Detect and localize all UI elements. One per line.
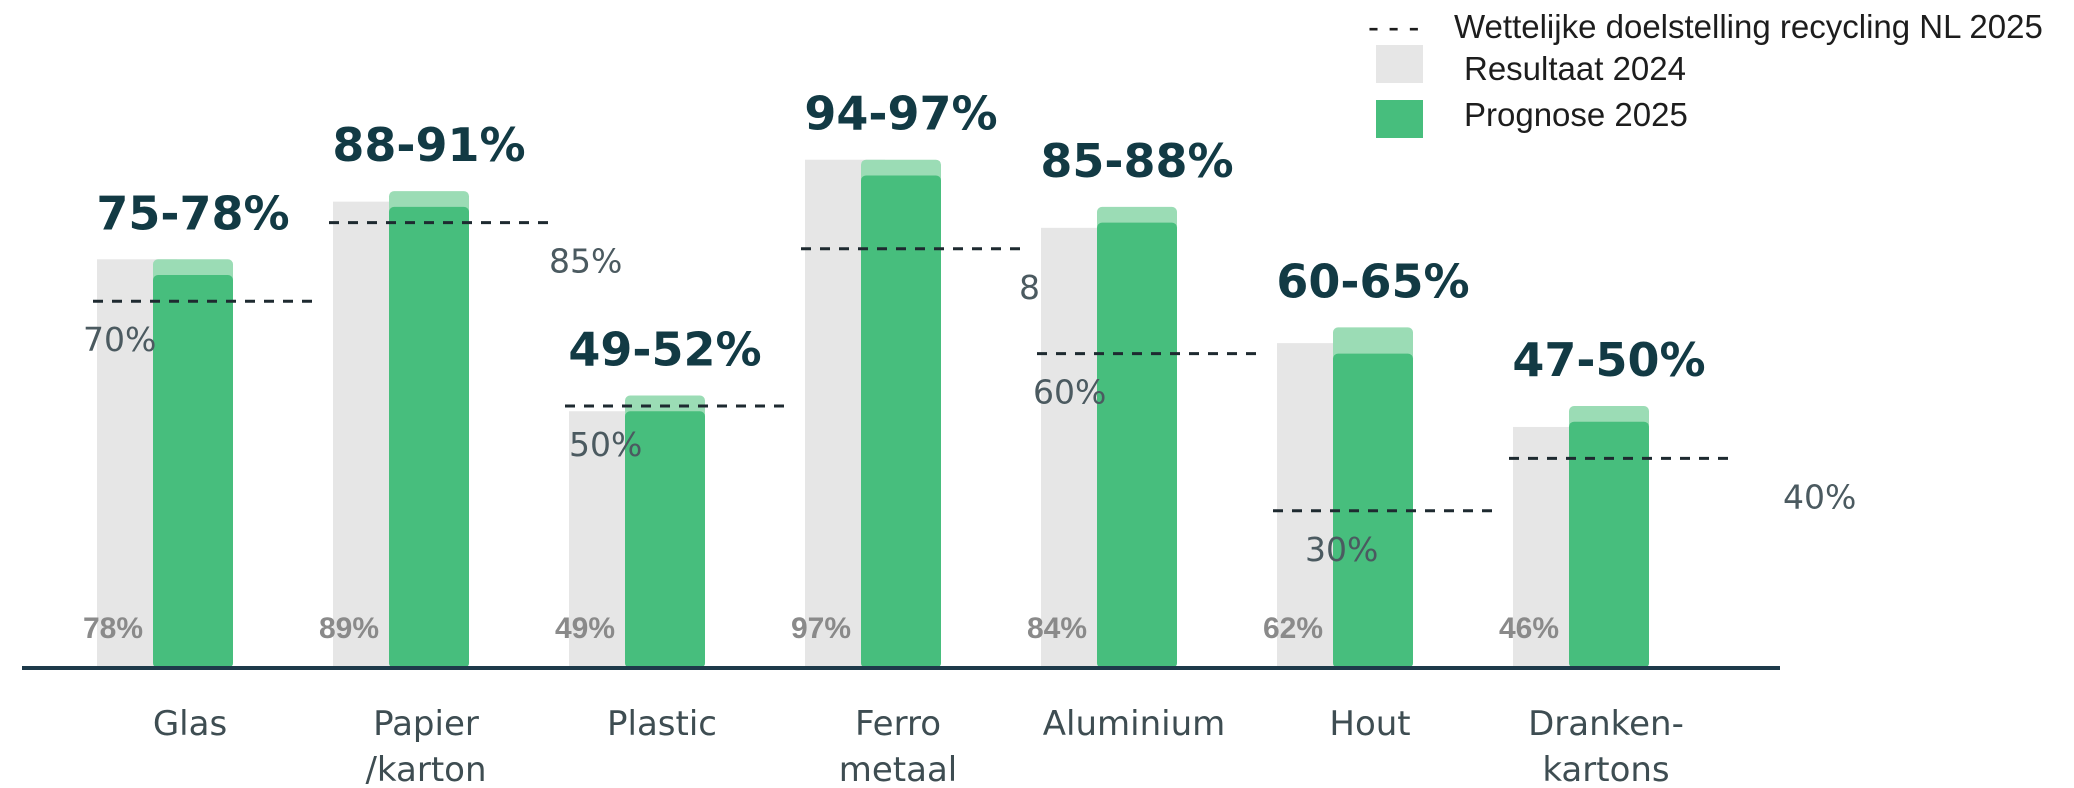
bar-prognose-2025-low-1 bbox=[389, 206, 469, 668]
category-label-6-1: kartons bbox=[1542, 750, 1669, 788]
base-value-label-1: 89% bbox=[319, 612, 379, 645]
target-label-1: 85% bbox=[549, 242, 622, 281]
category-label-5-0: Hout bbox=[1329, 704, 1410, 744]
range-label-6: 47-50% bbox=[1512, 333, 1705, 387]
base-value-label-0: 78% bbox=[83, 612, 143, 645]
bar-prognose-2025-low-2 bbox=[625, 411, 705, 668]
category-label-3-0: Ferro bbox=[855, 704, 941, 744]
bar-prognose-2025-low-0 bbox=[153, 275, 233, 668]
category-label-2-0: Plastic bbox=[607, 704, 717, 744]
category-label-1-0: Papier bbox=[373, 704, 479, 744]
target-label-0: 70% bbox=[83, 320, 156, 359]
target-label-2: 50% bbox=[569, 425, 642, 464]
range-label-1: 88-91% bbox=[332, 118, 525, 172]
base-value-label-3: 97% bbox=[791, 612, 851, 645]
category-label-4-0: Aluminium bbox=[1043, 704, 1225, 744]
target-label-4: 60% bbox=[1033, 373, 1106, 412]
legend-swatch-resultaat-2024 bbox=[1376, 45, 1423, 83]
legend-label-resultaat-2024: Resultaat 2024 bbox=[1464, 50, 1686, 87]
category-label-1-1: /karton bbox=[365, 750, 486, 788]
target-label-5: 30% bbox=[1305, 530, 1378, 569]
legend-label-prognose-2025: Prognose 2025 bbox=[1464, 96, 1688, 133]
base-value-label-5: 62% bbox=[1263, 612, 1323, 645]
category-label-6-0: Dranken- bbox=[1528, 704, 1684, 744]
bar-prognose-2025-low-6 bbox=[1569, 421, 1649, 668]
bar-prognose-2025-low-4 bbox=[1097, 222, 1177, 668]
category-label-0-0: Glas bbox=[153, 704, 227, 744]
range-label-3: 94-97% bbox=[804, 87, 997, 141]
legend-label-target: Wettelijke doelstelling recycling NL 202… bbox=[1454, 8, 2043, 45]
base-value-label-6: 46% bbox=[1499, 612, 1559, 645]
range-label-2: 49-52% bbox=[568, 323, 761, 377]
legend-swatch-prognose-2025 bbox=[1376, 100, 1423, 138]
base-value-label-4: 84% bbox=[1027, 612, 1087, 645]
range-label-4: 85-88% bbox=[1040, 134, 1233, 188]
target-label-6: 40% bbox=[1783, 477, 1856, 516]
range-label-5: 60-65% bbox=[1276, 254, 1469, 308]
bar-prognose-2025-low-3 bbox=[861, 175, 941, 668]
legend-dashed-marker: - - - bbox=[1368, 8, 1419, 45]
range-label-0: 75-78% bbox=[96, 186, 289, 240]
category-label-3-1: metaal bbox=[839, 750, 958, 788]
base-value-label-2: 49% bbox=[555, 612, 615, 645]
